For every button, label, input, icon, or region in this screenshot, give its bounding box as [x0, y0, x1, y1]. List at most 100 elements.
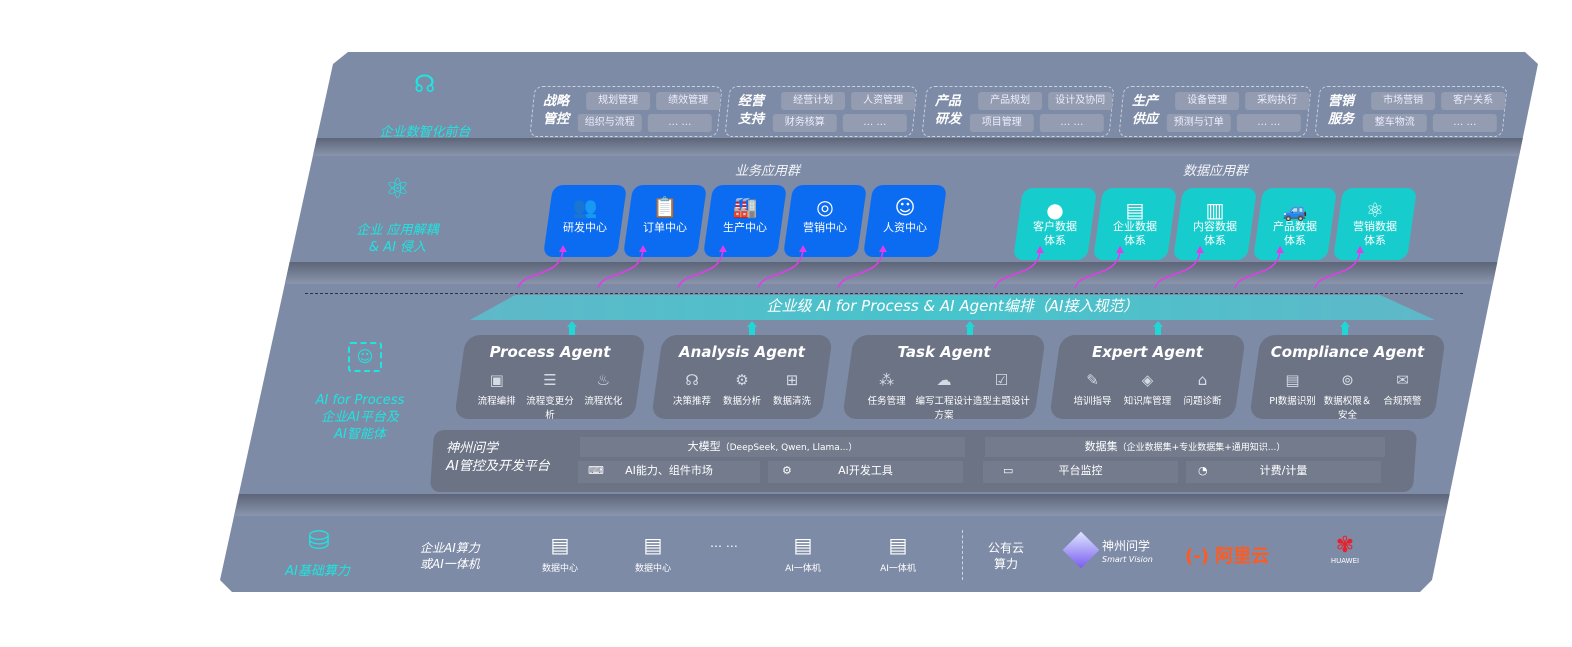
target-icon: ◎ [816, 195, 834, 219]
business-app-tile[interactable]: 👥 研发中心 [542, 185, 628, 257]
data-app-tile[interactable]: 🚙 产品数据 体系 [1252, 188, 1338, 260]
agent-card[interactable]: Expert Agent ✎ 培训指导 ◈ 知识库管理 ⌂ 问题诊断 [1049, 335, 1246, 419]
double-arrow-icon [965, 321, 975, 337]
capability-icon: ◈ [1141, 371, 1154, 389]
platform-title: 神州问学 AI管控及开发平台 [446, 440, 550, 476]
data-app-tile[interactable]: ▥ 内容数据 体系 [1172, 188, 1258, 260]
agent-card[interactable]: Compliance Agent ▤ PI数据识别 ⊚ 数据权限＆安全 ✉ 合规预警 [1249, 335, 1446, 421]
tool-devtools[interactable]: ⚙ AI开发工具 [768, 461, 963, 483]
agent-capability: ✉ 合规预警 [1375, 369, 1430, 421]
arrow-head [559, 245, 567, 252]
agent-card[interactable]: Process Agent ▣ 流程编排 ☰ 流程变更分析 ♨ 流程优化 [454, 335, 646, 421]
tool-billing[interactable]: ◔ 计费/计量 [1186, 461, 1381, 483]
server-icon: ▤ [888, 533, 908, 557]
agent-capability: ⊞ 数据清洗 [767, 369, 817, 407]
separator-line [305, 293, 1463, 294]
user-icon: ● [1046, 198, 1064, 222]
data-app-tile[interactable]: ▤ 企业数据 体系 [1092, 188, 1178, 260]
dataset-sub: （企业数据集+专业数据集+通用知识...） [1117, 443, 1286, 453]
agent-capability: ✎ 培训指导 [1065, 369, 1120, 407]
capability-icon: ✉ [1396, 371, 1409, 389]
tool-market[interactable]: ⌨ AI能力、组件市场 [578, 461, 760, 483]
building-icon: ▤ [1125, 198, 1145, 222]
agent-capability: ☊ 决策推荐 [667, 369, 717, 407]
arrow-head [1116, 246, 1124, 253]
connector-curve [1234, 248, 1281, 289]
capability-icon: ⚙ [735, 371, 749, 389]
car-icon: 🚙 [1282, 198, 1308, 222]
agent-capability: ☁ 编写工程设计方案 [915, 371, 973, 421]
business-app-tile[interactable]: 🏭 生产中心 [702, 185, 788, 257]
aliyun-logo: (-) 阿里云 [1185, 546, 1270, 567]
capability-icon: ⌂ [1197, 371, 1208, 389]
tile-label: 企业数据 体系 [1113, 220, 1157, 247]
data-app-tile[interactable]: ● 客户数据 体系 [1012, 188, 1098, 260]
label-line: 企业AI平台及 [321, 410, 399, 425]
capability-icon: ☁ [936, 371, 952, 389]
model-bar[interactable]: 大模型（DeepSeek, Qwen, Llama...） [580, 437, 965, 457]
label-line: AI for Process [315, 393, 405, 408]
molecule-icon: ⚛ [385, 172, 411, 205]
model-sub: （DeepSeek, Qwen, Llama...） [720, 443, 858, 453]
connector-arrows [517, 245, 1364, 289]
layer-divider [220, 262, 1538, 284]
dataset-bar[interactable]: 数据集（企业数据集+专业数据集+通用知识...） [985, 437, 1385, 457]
huawei-logo: ✾ HUAWEI [1330, 533, 1360, 566]
agent-capability: ☰ 流程变更分析 [523, 369, 576, 421]
person-icon: ☺ [894, 195, 916, 219]
business-apps-title: 业务应用群 [735, 164, 801, 179]
users-icon: 👥 [572, 195, 598, 219]
agent-capability: ♨ 流程优化 [577, 369, 630, 421]
business-app-tile[interactable]: ◎ 营销中心 [782, 185, 868, 257]
banner-text: 企业级 AI for Process & AI Agent编排（AI接入规范） [766, 297, 1139, 315]
business-app-tile[interactable]: ☺ 人资中心 [862, 185, 948, 257]
double-arrow-icon [747, 321, 757, 337]
tool-label: AI开发工具 [838, 464, 893, 477]
market-icon: ⌨ [588, 464, 604, 477]
double-arrow-icon [1153, 321, 1163, 337]
cloud-label: 公有云 算力 [988, 540, 1024, 572]
server-icon: ▤ [550, 533, 570, 557]
agent-name: Expert Agent [1092, 343, 1203, 361]
gauge-icon: ◔ [1198, 464, 1208, 477]
connector-curve [994, 248, 1041, 289]
arrow-head [1276, 246, 1284, 253]
tool-label: AI能力、组件市场 [625, 464, 713, 477]
face-scan-icon: ☺ [348, 342, 382, 372]
server-icon: ▤ [793, 533, 813, 557]
tile-label: 订单中心 [643, 221, 687, 234]
arrow-head [639, 245, 647, 252]
server: ▤ AI一体机 [868, 533, 928, 574]
data-app-tile[interactable]: ⚛ 营销数据 体系 [1332, 188, 1418, 260]
label-line: 算力 [994, 557, 1019, 571]
agent-card[interactable]: Analysis Agent ☊ 决策推荐 ⚙ 数据分析 ⊞ 数据清洗 [651, 335, 833, 419]
agent-name: Process Agent [489, 343, 611, 361]
connector-curve [517, 247, 564, 289]
server: ▤ 数据中心 [530, 533, 590, 574]
tool-monitor[interactable]: ▭ 平台监控 [983, 461, 1178, 483]
database-icon: ⛁ [308, 526, 330, 556]
connector-curve [837, 247, 884, 289]
app-layer-label: 企业 应用解耦 & AI 侵入 [340, 222, 455, 256]
orchestration-banner [470, 295, 1435, 320]
books-icon: ▥ [1205, 198, 1225, 222]
connector-curve [1074, 248, 1121, 289]
dataset-label: 数据集 [1084, 440, 1118, 453]
label-line: 或AI一体机 [420, 557, 480, 571]
front-layer-label: 企业数智化前台 [379, 125, 471, 140]
agent-capability: ⌂ 问题诊断 [1175, 369, 1230, 407]
tile-label: 客户数据 体系 [1033, 220, 1077, 247]
agent-card[interactable]: Task Agent ⁂ 任务管理 ☁ 编写工程设计方案 ☑ 造型主题设计 [842, 335, 1046, 421]
agent-capability: ☑ 造型主题设计 [972, 371, 1030, 407]
business-app-tile[interactable]: 📋 订单中心 [622, 185, 708, 257]
model-label: 大模型 [687, 440, 721, 453]
double-arrow-icon [1340, 321, 1350, 337]
infra-layer-label: AI基础算力 [285, 564, 350, 579]
capability-icon: ✎ [1086, 371, 1099, 389]
layer-divider [220, 138, 1538, 156]
double-arrow-icon [567, 321, 577, 337]
tile-label: 内容数据 体系 [1193, 220, 1237, 247]
agent-capability: ⚙ 数据分析 [717, 369, 767, 407]
arrow-head [1036, 246, 1044, 253]
connector-curve [1314, 248, 1361, 289]
